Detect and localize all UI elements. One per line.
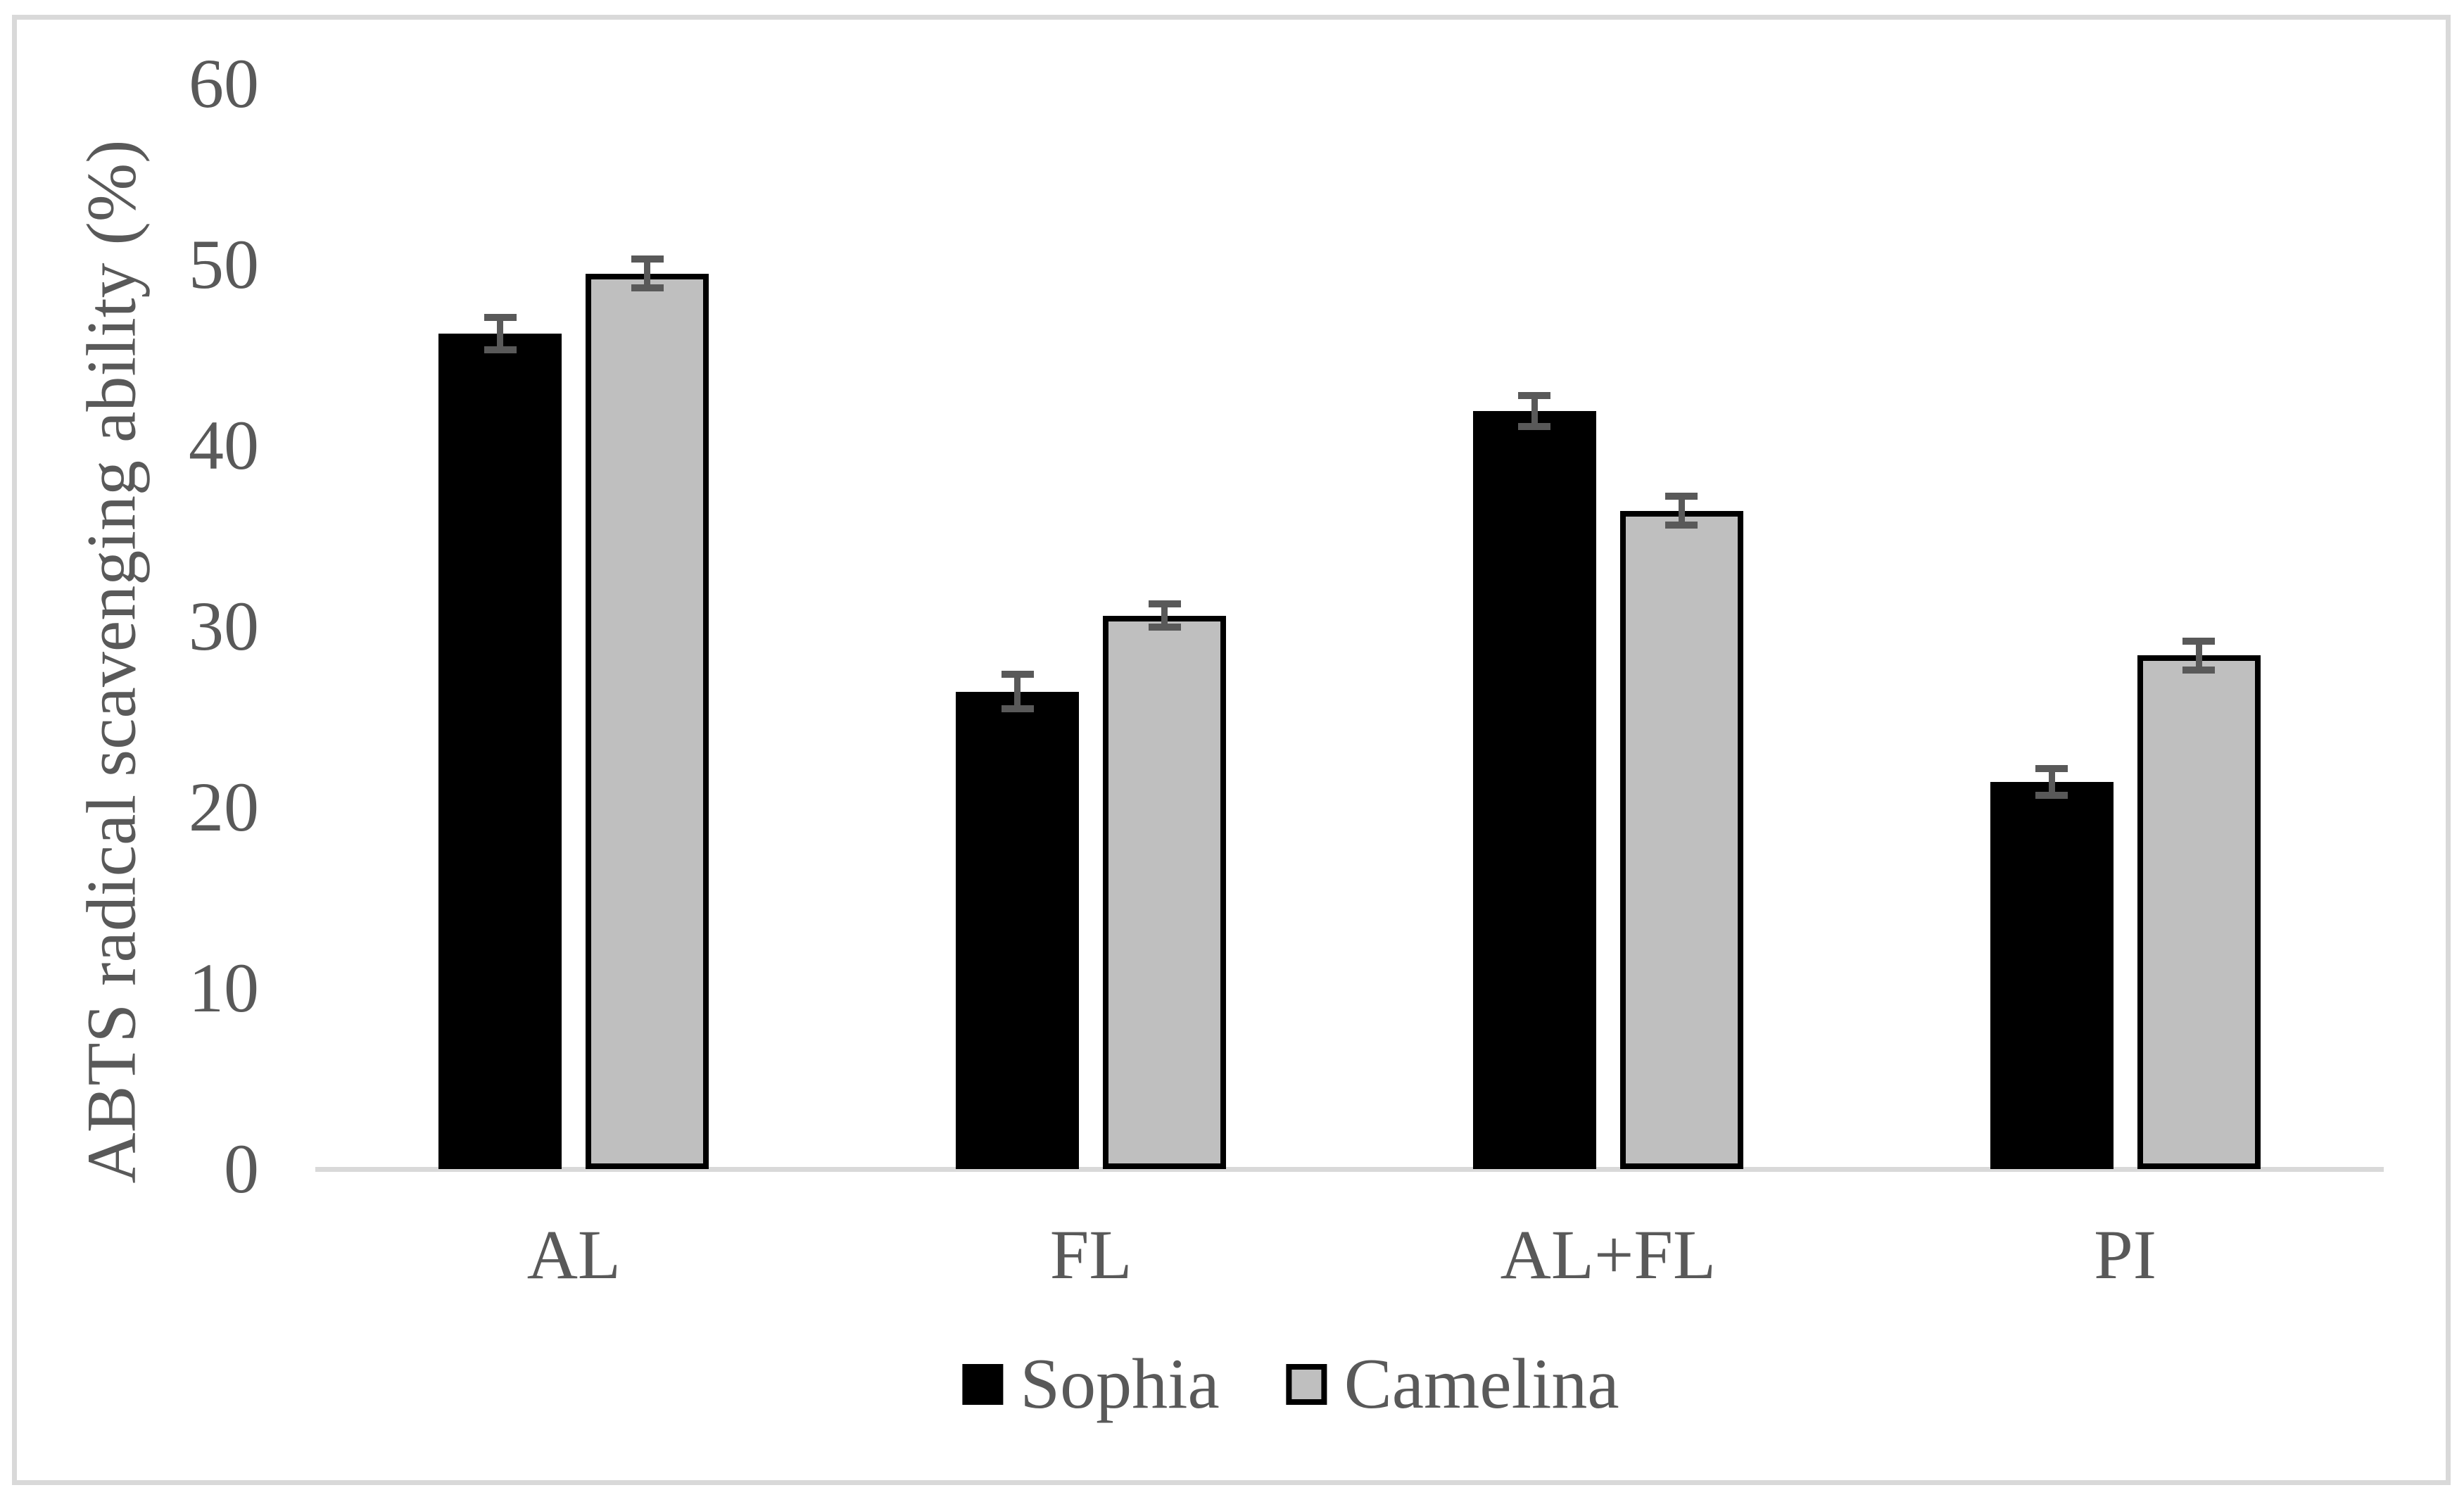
y-tick-label: 20 <box>189 768 259 846</box>
legend-swatch-camelina <box>1286 1364 1327 1405</box>
bar-camelina-pi <box>2137 655 2261 1169</box>
y-tick-label: 0 <box>224 1130 259 1208</box>
error-bar-cap <box>2182 637 2216 645</box>
error-bar-cap <box>2035 764 2068 772</box>
error-bar-cap <box>631 284 664 292</box>
legend-item-sophia: Sophia <box>962 1344 1220 1424</box>
error-bar-cap <box>1665 522 1698 529</box>
y-tick-label: 60 <box>189 44 259 122</box>
bar-sophia-fl <box>956 691 1080 1169</box>
error-bar-stem <box>2048 768 2055 796</box>
legend: Sophia Camelina <box>962 1346 1619 1423</box>
error-bar-stem <box>497 317 504 350</box>
legend-label: Sophia <box>1020 1344 1220 1424</box>
error-bar-cap <box>1148 600 1181 607</box>
figure-border <box>12 15 2451 1485</box>
error-bar-cap <box>1518 392 1551 400</box>
x-axis-label: AL+FL <box>1500 1216 1717 1294</box>
bar-camelina-fl <box>1103 615 1227 1169</box>
error-bar-stem <box>644 259 651 289</box>
error-bar-cap <box>484 313 517 321</box>
error-bar-cap <box>2035 792 2068 800</box>
error-bar-cap <box>631 255 664 263</box>
error-bar-stem <box>1014 674 1021 709</box>
error-bar-cap <box>1001 705 1034 712</box>
error-bar-cap <box>2182 666 2216 674</box>
error-bar-cap <box>484 346 517 353</box>
error-bar-cap <box>1148 624 1181 631</box>
legend-label: Camelina <box>1344 1344 1619 1424</box>
legend-swatch-sophia <box>962 1364 1004 1405</box>
error-bar-stem <box>1531 396 1538 427</box>
x-axis-label: AL <box>526 1216 621 1294</box>
error-bar-cap <box>1001 671 1034 678</box>
bar-sophia-al-fl <box>1472 411 1596 1169</box>
bar-sophia-pi <box>1990 782 2114 1169</box>
bar-camelina-al <box>586 273 709 1169</box>
bar-sophia-al <box>438 333 562 1169</box>
y-tick-label: 30 <box>189 587 259 665</box>
y-tick-label: 40 <box>189 406 259 484</box>
x-axis-label: FL <box>1049 1216 1132 1294</box>
error-bar-cap <box>1665 492 1698 500</box>
x-axis-line <box>315 1167 2384 1172</box>
error-bar-stem <box>1161 603 1168 628</box>
error-bar-cap <box>1518 423 1551 430</box>
error-bar-stem <box>1678 495 1685 526</box>
bar-camelina-al-fl <box>1619 510 1743 1169</box>
y-tick-label: 10 <box>189 949 259 1027</box>
legend-item-camelina: Camelina <box>1286 1344 1619 1424</box>
x-axis-label: PI <box>2094 1216 2157 1294</box>
error-bar-stem <box>2195 640 2202 670</box>
y-tick-label: 50 <box>189 225 259 303</box>
